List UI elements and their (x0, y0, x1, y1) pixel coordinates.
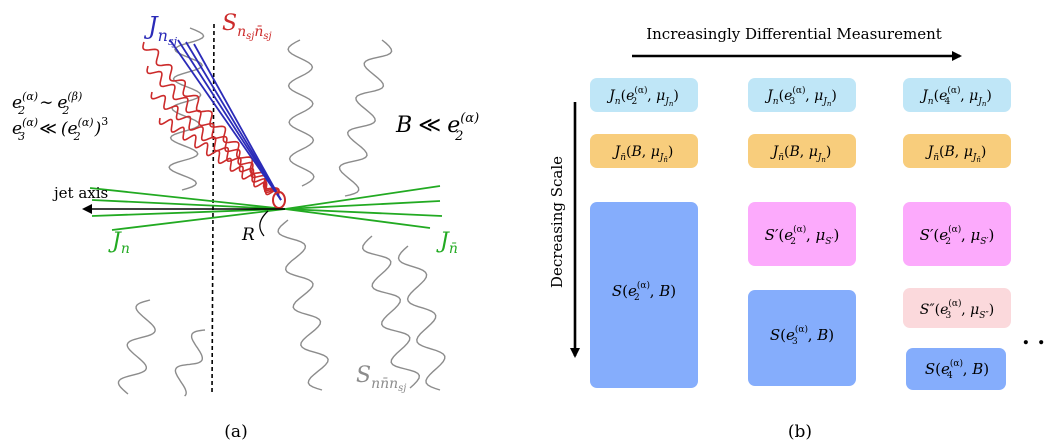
soft-wiggle (277, 219, 329, 391)
jet-line (111, 208, 286, 231)
jet-n-label: Jn (108, 229, 130, 257)
col1-antijet-box (590, 134, 698, 168)
soft-global-label: Snn̄nsj (356, 363, 406, 394)
soft-wiggle (287, 39, 315, 187)
col1-jet-text: Jn(e(α) 2, μJn) (606, 85, 679, 108)
jet-line (91, 199, 286, 210)
factor-boxes (590, 78, 1011, 390)
relation-B-ll-e2: B ≪ e(α) 2 (395, 111, 479, 144)
jet-nbar-label: Jn̄ (436, 229, 458, 257)
soft-collinear-wiggle (146, 65, 280, 197)
soft-collinear-wiggle (158, 117, 280, 197)
jet-lines (89, 185, 443, 231)
caption-b: (b) (788, 422, 812, 442)
vertical-axis-label: Decreasing Scale (548, 156, 566, 288)
subjet-lines (169, 39, 282, 201)
jet-line (284, 185, 441, 210)
col3-soft-text: S(e(α) 4, B) (925, 358, 989, 381)
jet-line (89, 187, 286, 210)
collinear-subjet-label: Jnsj (143, 12, 178, 48)
continuation-ellipsis: . . (1022, 324, 1045, 350)
soft-wiggle (174, 329, 206, 397)
col2-jet-text: Jn(e(α) 3, μJn) (764, 85, 837, 108)
panel-b: Increasingly Differential Measurement De… (548, 25, 1045, 442)
soft-collinear-label: Snsjn̄sj (222, 11, 272, 42)
relation-e3-ll-e2cubed: e(α) 3 ≪ (e(α) 2)3 (12, 115, 108, 143)
col2-soft-box (748, 290, 856, 386)
caption-a: (a) (224, 422, 247, 442)
col3-softdoubleprime-box (903, 288, 1011, 328)
subjet-line (169, 39, 282, 201)
col2-jet-box (748, 78, 856, 112)
soft-collinear-wiggles (142, 41, 280, 197)
soft-collinear-wiggle (142, 41, 280, 197)
jet-line (91, 208, 286, 217)
col3-antijet-text: Jn̄(B, μJn̄) (925, 144, 987, 164)
soft-wiggle (168, 27, 205, 191)
col1-antijet-text: Jn̄(B, μJn̄) (612, 144, 674, 164)
col3-jet-box (903, 78, 1011, 112)
col1-jet-box (590, 78, 698, 112)
subjet-line (193, 43, 282, 201)
radius-arc (259, 210, 269, 237)
soft-wiggle (361, 235, 421, 389)
jet-line (284, 208, 443, 217)
jet-axis-label: jet axis (52, 184, 108, 202)
col2-softprime-text: S′(e(α) 2, μS′) (765, 224, 840, 247)
col2-antijet-text: Jn̄(B, μJn) (770, 144, 832, 164)
col2-antijet-box (748, 134, 856, 168)
horizontal-axis-label: Increasingly Differential Measurement (646, 25, 942, 43)
col3-softprime-text: S′(e(α) 2, μS′) (920, 224, 995, 247)
col3-soft-box (906, 348, 1006, 390)
relation-e2-sim-e2beta: e(α) 2 ∼ e(β) 2 (12, 90, 82, 117)
jet-line (284, 200, 441, 210)
soft-wiggle (338, 39, 393, 197)
col1-soft-text: S(e(α) 2, B) (612, 280, 676, 303)
col3-antijet-box (903, 134, 1011, 168)
col3-jet-text: Jn(e(α) 4, μJn) (919, 85, 992, 108)
radius-label: R (241, 225, 255, 245)
soft-collinear-wiggle (150, 91, 280, 197)
col3-softdoubleprime-text: S″(e(α) 3, μS″) (920, 298, 994, 321)
subjet-line (185, 41, 282, 201)
subjet-line (177, 39, 282, 201)
soft-radiation-wiggles (117, 27, 446, 397)
col2-softprime-box (748, 202, 856, 266)
panel-a: jet axis Jn Jn̄ R Jnsj Snsjn̄sj Snn̄nsj … (12, 11, 479, 442)
col2-soft-text: S(e(α) 3, B) (770, 324, 834, 347)
vertex-loop (272, 191, 286, 209)
soft-wiggle (397, 245, 446, 391)
col1-soft-box (590, 202, 698, 388)
soft-wiggle (117, 299, 156, 395)
col3-softprime-box (903, 202, 1011, 266)
jet-line (284, 208, 431, 229)
